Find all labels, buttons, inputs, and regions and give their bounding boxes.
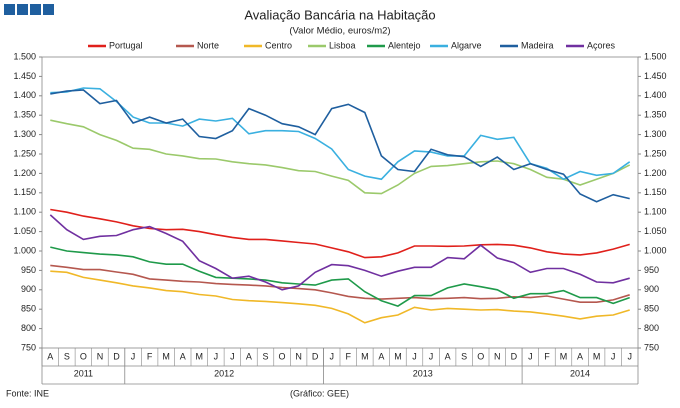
y-tick-label: 1.250 [13,148,36,158]
y-tick-label: 1.500 [13,51,36,61]
logo [4,4,54,15]
y2-tick-label: 1.400 [644,90,667,100]
plot-frame [41,56,639,349]
y2-tick-label: 1.150 [644,187,667,197]
chart-subtitle: (Valor Médio, euros/m2) [289,26,390,37]
x-tick-label: J [429,351,434,361]
x-tick-label: N [295,351,302,361]
source: Fonte: INE [6,388,49,398]
y2-tick-label: 1.200 [644,168,667,178]
y-tick-label: 1.200 [13,168,36,178]
x-tick-label: J [627,351,632,361]
x-tick-label: F [147,351,153,361]
series-line [50,87,631,181]
y-tick-label: 750 [21,342,36,352]
year-label: 2011 [74,368,93,378]
y-tick-label: 1.450 [13,71,36,81]
y2-tick-label: 750 [644,342,659,352]
series-line [50,246,630,307]
x-tick-label: D [113,351,120,361]
legend-label: Madeira [521,40,554,50]
y-tick-label: 900 [21,284,36,294]
legend-label: Norte [197,40,219,50]
x-tick-label: S [461,351,467,361]
y2-tick-label: 800 [644,323,659,333]
y-tick-label: 1.400 [13,90,36,100]
y-tick-label: 850 [21,304,36,314]
y-tick-label: 1.300 [13,129,36,139]
x-tick-label: J [528,351,533,361]
x-tick-label: A [378,351,384,361]
x-tick-label: A [180,351,186,361]
x-tick-label: M [593,351,601,361]
y2-tick-label: 900 [644,284,659,294]
x-tick-label: M [162,351,170,361]
x-tick-label: M [394,351,402,361]
x-tick-label: J [131,351,136,361]
x-tick-label: S [64,351,70,361]
y2-tick-label: 1.300 [644,129,667,139]
x-tick-label: A [47,351,53,361]
y-tick-label: 1.050 [13,226,36,236]
y2-tick-label: 1.050 [644,226,667,236]
x-tick-label: O [279,351,286,361]
legend-label: Açores [587,40,616,50]
y2-tick-label: 1.500 [644,51,667,61]
x-tick-label: N [494,351,501,361]
x-tick-label: O [80,351,87,361]
credit: (Gráfico: GEE) [290,388,349,398]
y2-tick-label: 850 [644,304,659,314]
chart-title: Avaliação Bancária na Habitação [244,7,435,22]
legend-label: Algarve [451,40,482,50]
series-line [49,214,630,291]
x-tick-label: O [477,351,484,361]
y2-tick-label: 1.250 [644,148,667,158]
x-tick-label: D [511,351,518,361]
x-tick-label: M [361,351,369,361]
y2-tick-label: 1.100 [644,207,667,217]
x-tick-label: J [611,351,616,361]
x-tick-label: N [97,351,104,361]
y-tick-label: 950 [21,265,36,275]
y2-tick-label: 1.350 [644,110,667,120]
y-tick-label: 1.150 [13,187,36,197]
x-tick-label: F [544,351,550,361]
x-tick-label: J [230,351,235,361]
year-label: 2014 [570,368,590,378]
x-tick-label: S [262,351,268,361]
year-label: 2013 [413,368,433,378]
legend-label: Lisboa [329,40,356,50]
x-tick-label: A [577,351,583,361]
legend-label: Centro [265,40,292,50]
y2-tick-label: 950 [644,265,659,275]
series-line [50,89,630,203]
y-tick-label: 800 [21,323,36,333]
legend-label: Alentejo [388,40,421,50]
series-line [50,119,631,195]
legend-label: Portugal [109,40,143,50]
series-line [50,264,630,304]
y2-tick-label: 1.000 [644,245,667,255]
x-tick-label: J [214,351,219,361]
x-tick-label: D [312,351,319,361]
x-tick-label: J [329,351,334,361]
x-tick-label: F [346,351,352,361]
year-label: 2012 [214,368,234,378]
y2-tick-label: 1.450 [644,71,667,81]
y-tick-label: 1.000 [13,245,36,255]
x-tick-label: J [412,351,417,361]
x-tick-label: A [445,351,451,361]
x-tick-label: A [246,351,252,361]
y-tick-label: 1.100 [13,207,36,217]
x-tick-label: M [560,351,568,361]
x-tick-label: M [196,351,204,361]
y-tick-label: 1.350 [13,110,36,120]
series-line [50,208,630,259]
series-line [50,270,630,324]
